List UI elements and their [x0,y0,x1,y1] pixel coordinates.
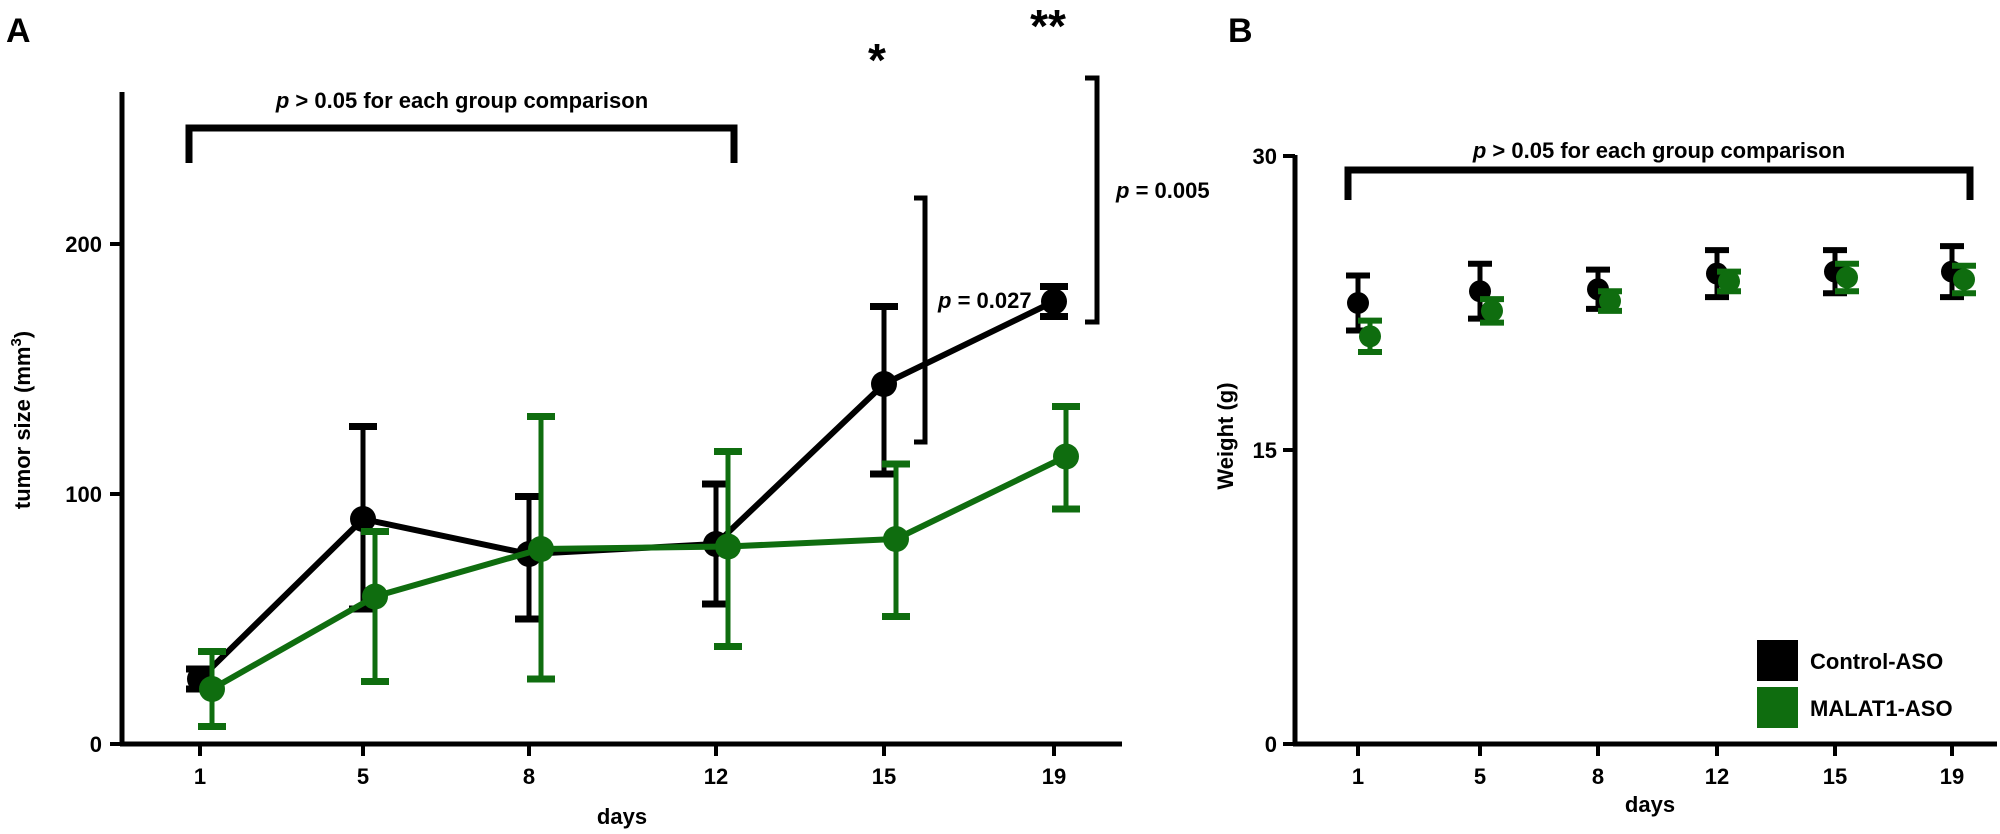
panel-a-y-label-main: tumor size (mm [10,347,35,510]
panel-b-y-tick-label: 30 [1253,144,1277,169]
panel-a-nonsig-note-rest: > 0.05 for each group comparison [289,88,648,113]
panel-a-x-tick-label: 15 [872,764,896,789]
legend-label-malat1: MALAT1-ASO [1810,696,1953,721]
panel-a-nonsig-note-p: p [275,88,289,113]
panel-a-day19-bracket [1085,75,1100,325]
panel-b-y-label: Weight (g) [1213,382,1238,489]
panel-b-data-point [1481,299,1503,322]
panel-a-series [186,283,1080,730]
panel-a-series-line [210,453,1068,692]
panel-a-star-day15: * [868,34,886,86]
panel-b-data-point [1836,266,1858,289]
panel-a-data-point [350,506,376,532]
panel-a-data-point [362,583,388,610]
panel-a-x-tick-label: 12 [704,764,728,789]
panel-b-label: B [1228,12,1253,50]
panel-b-x-tick-label: 5 [1474,764,1486,789]
panel-a-x-tick-label: 19 [1042,764,1066,789]
panel-a-y-label-sup: 3 [8,338,25,346]
panel-a-day15-bracket [914,195,928,445]
panel-a-series-malat1 [198,403,1080,730]
panel-b-data-point [1953,268,1975,291]
panel-b-x-ticks: 1 5 8 12 15 19 [1352,744,1964,789]
panel-a-p-day19-rest: = 0.005 [1129,178,1209,203]
panel-a-p-day19: p = 0.005 [1115,178,1210,203]
panel-a-x-tick-label: 5 [357,764,369,789]
panel-b-nonsig-note-p: p [1472,138,1486,163]
legend-swatch-control [1757,640,1798,681]
panel-a-p-day15: p = 0.027 [937,288,1032,313]
panel-b-x-tick-label: 15 [1823,764,1847,789]
legend-label-control: Control-ASO [1810,649,1943,674]
panel-b-y-ticks: 0 15 30 [1253,144,1295,757]
panel-a-star-day19: ** [1030,0,1066,52]
panel-a-data-point [715,533,741,560]
panel-b-series [1346,243,1976,355]
panel-a-data-point [1041,288,1067,315]
panel-a-data-point [528,536,554,562]
panel-b-nonsig-note: p > 0.05 for each group comparison [1472,138,1845,163]
legend: Control-ASO MALAT1-ASO [1757,640,1953,728]
panel-a-p-day15-rest: = 0.027 [951,288,1031,313]
panel-b-data-point [1599,290,1621,313]
panel-b-x-tick-label: 8 [1592,764,1604,789]
panel-a-data-point [883,526,909,552]
panel-a-y-tick-label: 0 [90,732,102,757]
panel-b-data-point [1359,325,1381,348]
panel-b-x-tick-label: 1 [1352,764,1364,789]
panel-b-nonsig-note-rest: > 0.05 for each group comparison [1486,138,1845,163]
panel-a-data-point [871,371,897,397]
panel-a-p-day19-p: p [1115,178,1129,203]
panel-b-x-tick-label: 12 [1705,764,1729,789]
panel-a-x-label: days [597,804,647,829]
panel-a-y-label-close: ) [10,331,35,338]
panel-a-x-tick-label: 1 [194,764,206,789]
panel-b-x-tick-label: 19 [1940,764,1964,789]
legend-swatch-malat1 [1757,687,1798,728]
panel-b-series-control [1346,243,1964,334]
panel-b-data-point [1347,292,1369,314]
panel-a-y-tick-label: 100 [65,482,102,507]
panel-a-p-day15-p: p [937,288,951,313]
panel-b-x-label: days [1625,792,1675,817]
panel-a-y-label: tumor size (mm3) [8,331,35,509]
panel-a-nonsig-note: p > 0.05 for each group comparison [275,88,648,113]
panel-a-label: A [6,12,31,50]
panel-a-y-tick-label: 200 [65,232,102,257]
panel-a-nonsig-bracket [185,124,738,163]
panel-b-y-tick-label: 15 [1253,438,1277,463]
panel-a-x-tick-label: 8 [523,764,535,789]
panel-b-series-malat1 [1358,260,1976,355]
panel-a-data-point [1053,443,1079,470]
panel-b-nonsig-bracket [1344,166,1974,200]
panel-b-data-point [1718,270,1740,293]
panel-a-y-ticks: 0 100 200 [65,232,122,757]
panel-b-y-tick-label: 0 [1265,732,1277,757]
panel-a-data-point [199,676,225,702]
panel-a-x-ticks: 1 5 8 12 15 19 [194,744,1066,789]
